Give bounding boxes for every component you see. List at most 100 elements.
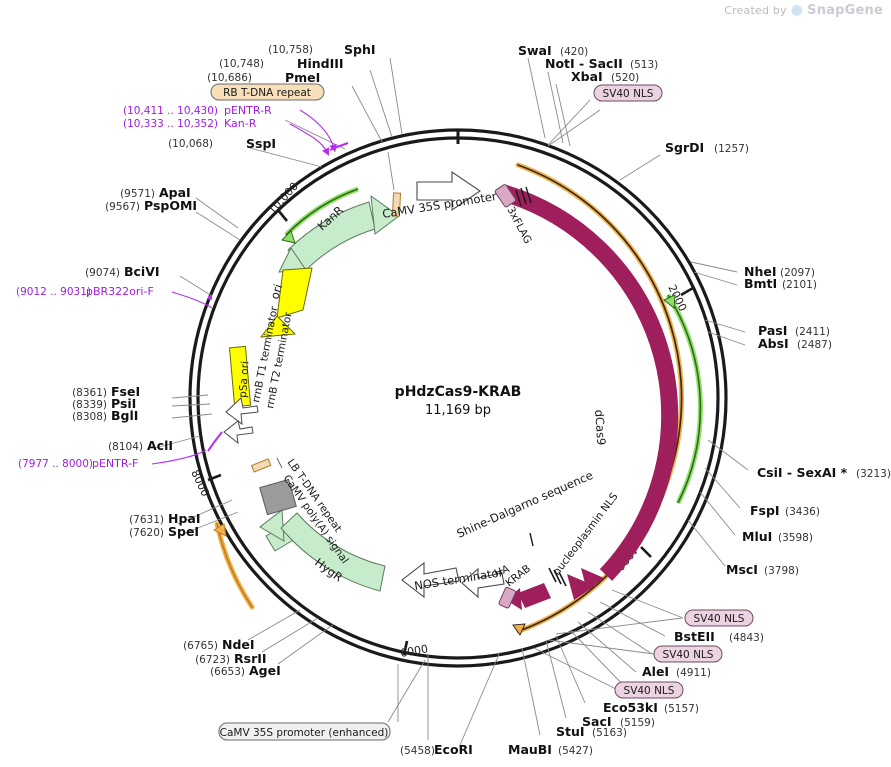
enzyme-name-alei: AleI [642,664,669,679]
feature-label-ori: ori [267,282,285,300]
enzyme-pos-pasi: (2411) [795,326,830,338]
enzyme-name-sgrdi: SgrDI [665,140,704,155]
enzyme-name-noti-sacii: NotI - SacII [545,56,623,71]
enzyme-name-maubi: MauBI [508,742,552,757]
enzyme-name-psii: PsiI [111,396,136,411]
enzyme-pos-aclii: (8104) [108,441,143,453]
boxed-label-text-sv40-1: SV40 NLS [603,88,654,100]
plasmid-name: pHdzCas9-KRAB [395,384,522,400]
enzyme-group-bottom: MauBI (5427) (5458) EcoRI [400,742,593,757]
primer-name-kan-r: Kan-R [224,117,257,130]
enzyme-name-rsrii: RsrII [234,651,267,666]
enzyme-name-fspi: FspI [750,503,780,518]
t-dna-region-arcs [212,162,684,637]
enzyme-name-eco53ki: Eco53kI [603,700,658,715]
enzyme-name-sspi: SspI [246,136,276,151]
enzyme-name-absi: AbsI [758,336,789,351]
enzyme-name-msci: MscI [726,562,758,577]
enzyme-pos-sphi: (10,758) [268,44,313,56]
snapgene-logo-icon: ● [790,2,804,18]
enzyme-name-mlui: MluI [742,529,772,544]
enzyme-pos-maubi: (5427) [558,745,593,757]
boxed-label-text-sv40-2: SV40 NLS [694,613,745,625]
primer-marker-pbr322ori [207,295,213,301]
enzyme-name-agei: AgeI [249,663,281,678]
hygr-feature: HygR [259,509,386,592]
watermark-prefix: Created by [724,3,787,17]
enzyme-name-stui: StuI [556,724,585,739]
enzyme-name-bgli: BglI [111,408,138,423]
enzyme-pos-hindiii: (10,748) [219,58,264,70]
enzyme-name-pasi: PasI [758,323,787,338]
enzyme-pos-swai: (420) [560,46,588,58]
enzyme-name-apai: ApaI [159,185,191,200]
primer-group-top-left: (10,411 .. 10,430) pENTR-R (10,333 .. 10… [123,104,272,130]
enzyme-pos-bsteii: (4843) [729,632,764,644]
enzyme-pos-sspi: (10,068) [168,138,213,150]
enzyme-name-hpai: HpaI [168,511,201,526]
enzyme-name-nhei: NheI [744,264,777,279]
enzyme-pos-bcivi: (9074) [85,267,120,279]
tick-label-10000: 10,000 [266,180,301,217]
enzyme-pos-fspi: (3436) [785,506,820,518]
enzyme-pos-ndei: (6765) [183,640,218,652]
enzyme-pos-alei: (4911) [676,667,711,679]
boxed-label-sv40-nls-lower: SV40 NLS SV40 NLS SV40 NLS [614,609,754,699]
boxed-label-text-sv40-3: SV40 NLS [663,649,714,661]
enzyme-pos-eco53ki: (5157) [664,703,699,715]
snapgene-watermark: Created by ● SnapGene [724,2,883,18]
primer-group-left: (9012 .. 9031) pBR322ori-F (7977 .. 8000… [16,285,154,470]
psa-ori-feature: pSa ori [228,345,252,408]
enzyme-name-saci: SacI [582,714,612,729]
enzyme-name-bmti: BmtI [744,276,777,291]
enzyme-pos-bgli: (8308) [72,411,107,423]
enzyme-pos-sgrdi: (1257) [714,143,749,155]
enzyme-pos-mlui: (3598) [778,532,813,544]
enzyme-name-ndei: NdeI [222,637,255,652]
enzyme-name-bcivi: BciVI [124,264,160,279]
feature-label-ha: HA [493,563,512,580]
leader-lines [151,57,749,746]
enzyme-pos-rsrii: (6723) [195,654,230,666]
enzyme-pos-apai: (9571) [120,188,155,200]
enzyme-name-bsteii: BstEII [674,629,715,644]
primer-range-pentr-r: (10,411 .. 10,430) [123,105,218,117]
boxed-label-text-camv-enh: CaMV 35S promoter (enhanced) [220,727,389,739]
enzyme-pos-xbai: (520) [611,72,639,84]
enzyme-name-spei: SpeI [168,524,199,539]
enzyme-name-ecori: EcoRI [434,742,473,757]
feature-label-psa-ori: pSa ori [237,361,252,399]
enzyme-name-pmei: PmeI [285,70,320,85]
primer-range-kan-r: (10,333 .. 10,352) [123,118,218,130]
boxed-label-camv-35s-enhanced: CaMV 35S promoter (enhanced) [218,722,391,741]
ori-feature: ori [259,267,313,338]
enzyme-pos-bmti: (2101) [782,279,817,291]
kanr-feature: KanR [278,186,400,273]
camv-35s-promoter-inner: CaMV 35S promoter [381,151,498,221]
tick-label-6000: 6000 [399,642,429,660]
boxed-label-rb-tdna-repeat: RB T-DNA repeat [210,83,325,101]
dcas9-direction-arrow [663,293,703,505]
enzyme-pos-saci: (5159) [620,717,655,729]
feature-label-dcas9: dCas9 [592,409,608,446]
boxed-label-text-sv40-4: SV40 NLS [624,685,675,697]
primer-range-pbr322ori-f: (9012 .. 9031) [16,286,91,298]
primer-marker-pentr-f [207,431,223,452]
feature-label-nos-terminator: NOS terminator [413,565,504,593]
enzyme-name-pspomi: PspOMI [144,198,197,213]
enzyme-name-hindiii: HindIII [297,56,344,71]
enzyme-pos-fsei: (8361) [72,387,107,399]
camv-polya-lb-tdna: LB T-DNA repeat CaMV poly(A) signal [250,457,351,566]
enzyme-pos-csii-sexai: (3213) [856,468,891,480]
boxed-label-sv40-nls-top: SV40 NLS [593,84,663,102]
plasmid-size: 11,169 bp [425,403,491,418]
enzyme-name-aclii: AclI [147,438,173,453]
enzyme-group-top-left: (10,758) SphI (10,748) HindIII (10,686) … [168,42,375,151]
enzyme-pos-msci: (3798) [764,565,799,577]
enzyme-group-right: NheI (2097) BmtI (2101) PasI (2411) AbsI… [556,264,891,739]
enzyme-group-top-right: SwaI (420) NotI - SacII (513) XbaI (520)… [518,43,749,155]
enzyme-name-csii-sexai: CsiI - SexAI * [757,465,848,480]
enzyme-pos-hpai: (7631) [129,514,164,526]
enzyme-pos-psii: (8339) [72,399,107,411]
